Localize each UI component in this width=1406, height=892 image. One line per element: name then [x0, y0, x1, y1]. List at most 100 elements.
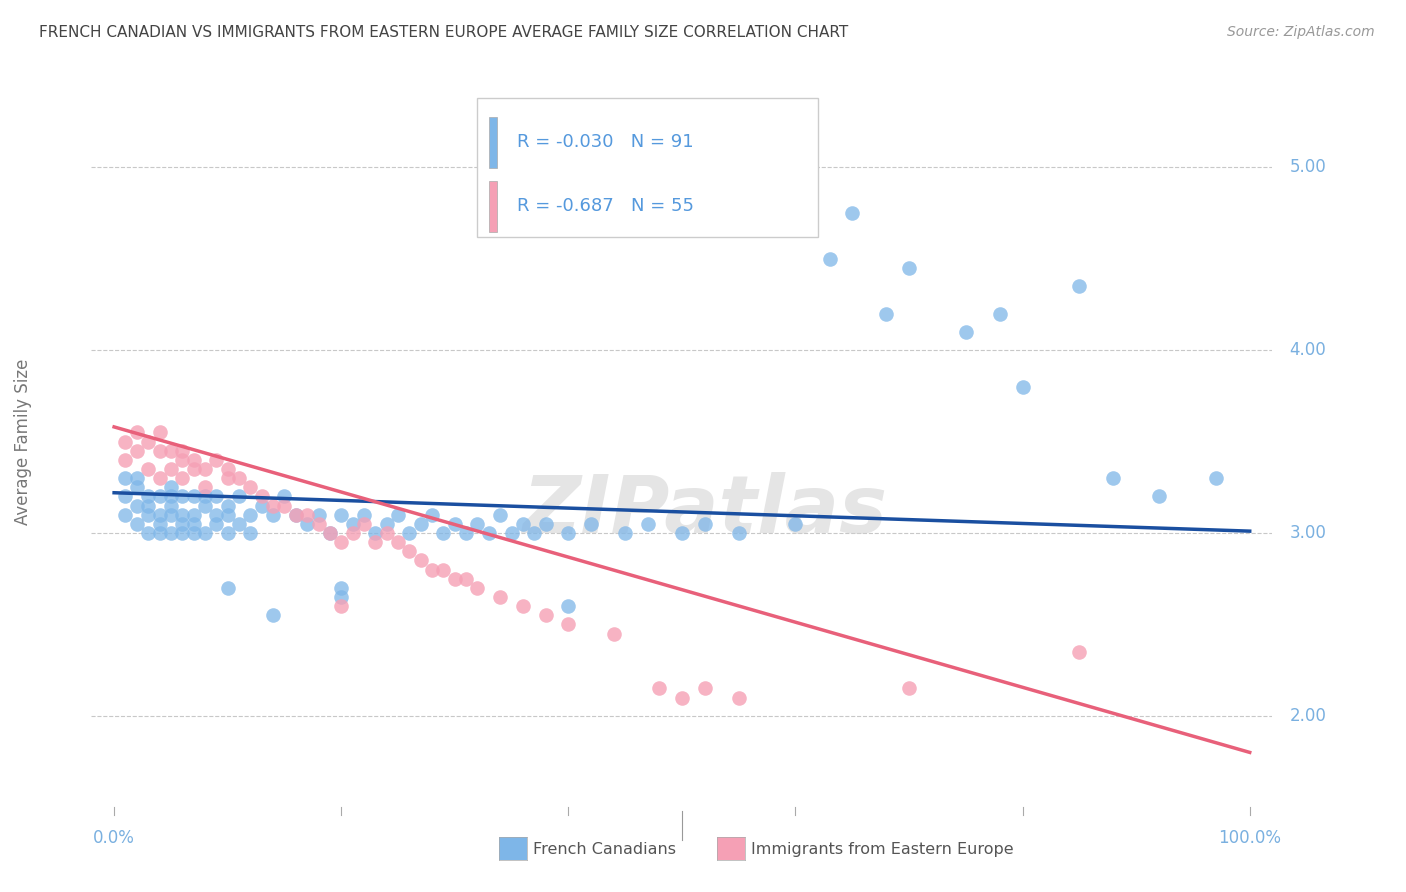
Point	[671, 526, 693, 541]
Point	[125, 471, 148, 485]
Point	[172, 471, 194, 485]
Point	[160, 508, 183, 522]
Point	[250, 499, 273, 513]
Text: FRENCH CANADIAN VS IMMIGRANTS FROM EASTERN EUROPE AVERAGE FAMILY SIZE CORRELATIO: FRENCH CANADIAN VS IMMIGRANTS FROM EASTE…	[39, 25, 849, 40]
Text: R = -0.687   N = 55: R = -0.687 N = 55	[517, 197, 695, 215]
Point	[125, 480, 148, 494]
Point	[330, 599, 353, 614]
Point	[250, 489, 273, 503]
Point	[637, 516, 659, 531]
Point	[534, 516, 557, 531]
Point	[273, 499, 295, 513]
Point	[183, 526, 205, 541]
Point	[489, 508, 512, 522]
Point	[136, 489, 159, 503]
Point	[172, 453, 194, 467]
Point	[534, 608, 557, 623]
Point	[614, 526, 637, 541]
Point	[456, 526, 478, 541]
Point	[172, 443, 194, 458]
Point	[467, 581, 489, 595]
Bar	[489, 117, 496, 168]
Point	[1069, 279, 1091, 293]
Point	[228, 471, 250, 485]
Point	[172, 526, 194, 541]
Point	[148, 443, 170, 458]
Point	[342, 516, 364, 531]
Point	[818, 252, 841, 266]
Point	[603, 626, 626, 640]
Point	[136, 434, 159, 449]
Point	[420, 563, 443, 577]
Point	[295, 508, 318, 522]
Point	[841, 206, 863, 220]
Point	[284, 508, 307, 522]
Point	[1069, 645, 1091, 659]
Point	[353, 508, 375, 522]
Point	[160, 489, 183, 503]
Point	[217, 581, 239, 595]
Point	[136, 526, 159, 541]
Point	[228, 489, 250, 503]
Point	[194, 480, 217, 494]
Point	[467, 516, 489, 531]
Point	[160, 526, 183, 541]
Point	[308, 508, 330, 522]
Point	[125, 516, 148, 531]
Point	[785, 516, 807, 531]
Point	[125, 425, 148, 440]
Point	[136, 499, 159, 513]
Point	[136, 462, 159, 476]
Point	[693, 681, 716, 696]
Point	[172, 516, 194, 531]
Text: 2.00: 2.00	[1289, 706, 1326, 725]
Point	[239, 480, 262, 494]
Point	[114, 489, 136, 503]
Point	[648, 681, 671, 696]
Point	[330, 581, 353, 595]
Point	[194, 489, 217, 503]
Point	[262, 608, 284, 623]
Text: 0.0%: 0.0%	[93, 830, 135, 847]
Point	[579, 516, 602, 531]
Point	[375, 526, 398, 541]
Point	[420, 508, 443, 522]
Point	[319, 526, 342, 541]
Point	[183, 516, 205, 531]
Text: 4.00: 4.00	[1289, 341, 1326, 359]
Point	[284, 508, 307, 522]
Point	[148, 516, 170, 531]
Text: 5.00: 5.00	[1289, 158, 1326, 177]
Point	[398, 526, 420, 541]
Point	[557, 599, 579, 614]
Text: ZIPatlas: ZIPatlas	[522, 472, 887, 550]
Point	[114, 453, 136, 467]
Point	[217, 471, 239, 485]
Point	[228, 516, 250, 531]
Point	[727, 690, 749, 705]
Point	[217, 462, 239, 476]
Point	[217, 499, 239, 513]
Point	[456, 572, 478, 586]
Point	[205, 453, 228, 467]
Point	[114, 434, 136, 449]
Text: Source: ZipAtlas.com: Source: ZipAtlas.com	[1227, 25, 1375, 39]
Point	[353, 516, 375, 531]
Point	[409, 516, 432, 531]
Point	[898, 260, 921, 275]
Point	[512, 599, 534, 614]
Point	[955, 325, 977, 339]
Point	[273, 489, 295, 503]
Point	[217, 508, 239, 522]
Point	[693, 516, 716, 531]
Point	[364, 526, 387, 541]
Point	[330, 535, 353, 549]
Point	[432, 563, 454, 577]
Point	[205, 489, 228, 503]
Point	[523, 526, 546, 541]
Point	[409, 553, 432, 567]
Point	[205, 508, 228, 522]
Point	[148, 489, 170, 503]
Point	[1147, 489, 1170, 503]
Text: 3.00: 3.00	[1289, 524, 1326, 542]
